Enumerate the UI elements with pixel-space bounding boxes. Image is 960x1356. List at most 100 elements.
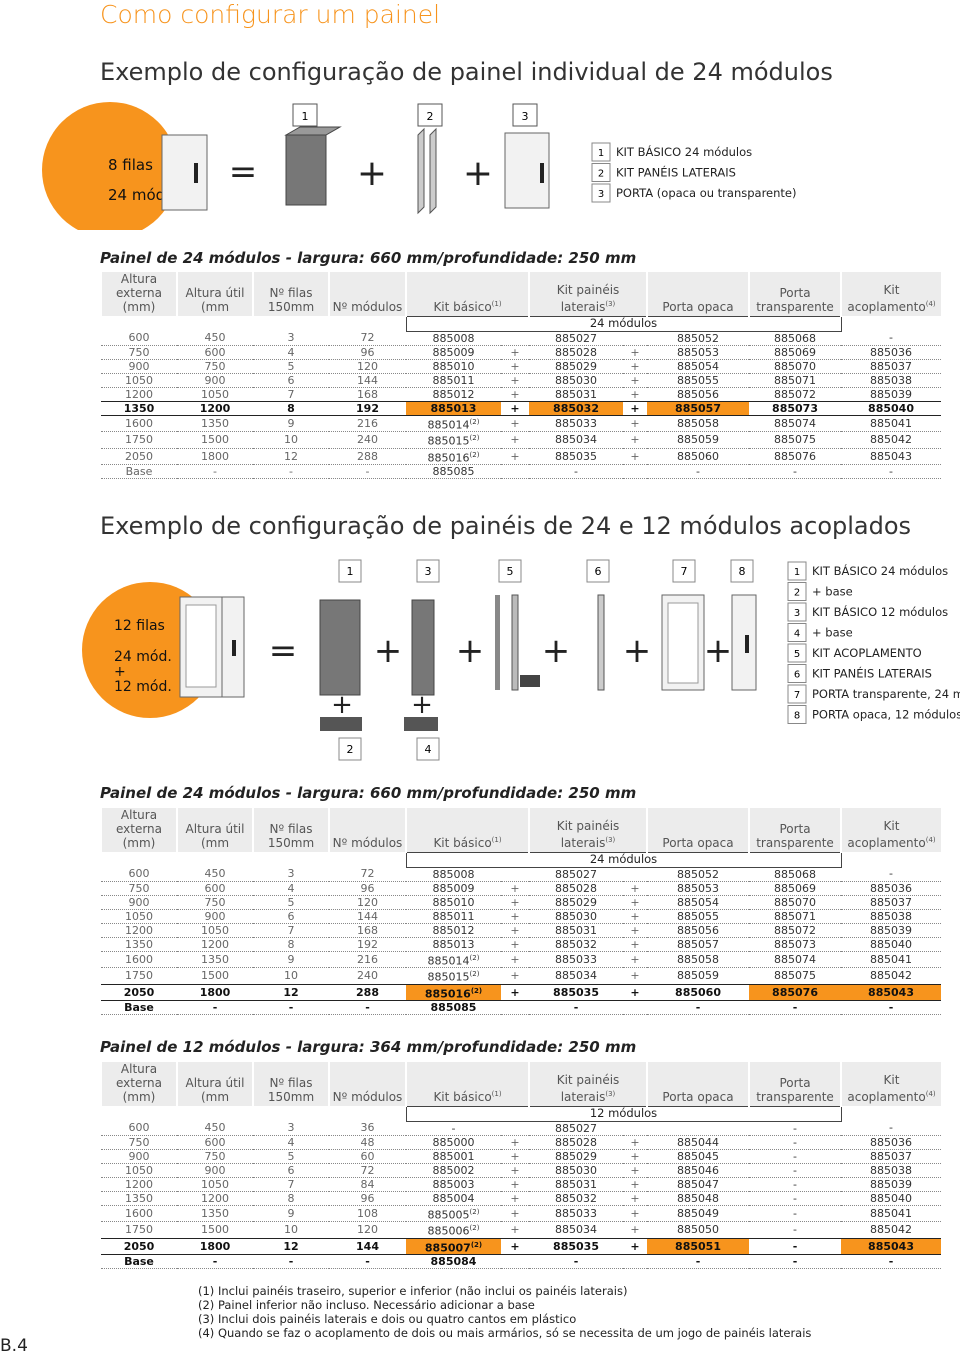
table-cell: 1200 bbox=[177, 937, 253, 952]
table-cell: 885030 bbox=[529, 1163, 624, 1178]
header-cell: Porta transparente bbox=[748, 808, 842, 852]
table-cell: 885039 bbox=[841, 387, 942, 402]
table-cell: - bbox=[329, 1000, 406, 1016]
table-cell: + bbox=[623, 1205, 648, 1223]
cell-text: + bbox=[510, 909, 520, 923]
cell-text: 885034 bbox=[555, 1223, 598, 1237]
cell-text: 885072 bbox=[774, 387, 817, 401]
cell-text: - bbox=[695, 1001, 701, 1015]
cell-text: 885007 bbox=[424, 1241, 471, 1255]
table-cell: + bbox=[623, 400, 648, 416]
cell-text: + bbox=[630, 416, 640, 430]
header-text: Porta opaca bbox=[662, 299, 734, 314]
cell-text: 1750 bbox=[125, 969, 153, 983]
table-cell: 885071 bbox=[749, 373, 842, 388]
cell-text: 885058 bbox=[677, 416, 720, 430]
cell-text: 3 bbox=[287, 331, 295, 345]
table-cell: 885035 bbox=[529, 983, 624, 1002]
cell-text: Base bbox=[125, 465, 153, 479]
legend-box bbox=[591, 142, 611, 162]
cell-text: 885069 bbox=[774, 881, 817, 895]
table-cell: 885006(2) bbox=[406, 1221, 501, 1239]
glass bbox=[185, 604, 217, 688]
superscript: (1) bbox=[491, 299, 502, 308]
cell-text: - bbox=[573, 1001, 579, 1015]
cell-text: 4 bbox=[287, 881, 295, 895]
cell-text: 885016 bbox=[424, 987, 471, 1001]
table-cell: 600 bbox=[101, 331, 177, 346]
table-cell: - bbox=[841, 1121, 942, 1136]
cell-text: 1050 bbox=[201, 387, 229, 401]
table-cell: 288 bbox=[329, 983, 406, 1002]
door bbox=[731, 594, 757, 691]
table-cell bbox=[501, 1121, 530, 1136]
header-text: Altura útil (mm bbox=[185, 286, 245, 314]
legend-text: KIT BÁSICO 24 módulos bbox=[616, 144, 752, 159]
table-cell: - bbox=[841, 464, 942, 480]
table-cell: - bbox=[749, 1163, 842, 1178]
table-cell: + bbox=[623, 951, 648, 969]
cell-text: + bbox=[510, 345, 520, 359]
table-cell: 5 bbox=[253, 359, 329, 374]
cell-text: 885070 bbox=[774, 359, 817, 373]
table-cell bbox=[623, 867, 648, 882]
table-title: Painel de 12 módulos - largura: 364 mm/p… bbox=[100, 1038, 637, 1056]
legend-text: KIT BÁSICO 12 módulos bbox=[812, 604, 948, 619]
table-cell: 885012 bbox=[406, 387, 501, 402]
plus: + bbox=[463, 153, 493, 194]
table-cell: 4 bbox=[253, 1135, 329, 1150]
cell-text: - bbox=[695, 1255, 701, 1269]
handle bbox=[232, 640, 236, 656]
cell-text: 885042 bbox=[870, 433, 913, 447]
side-panel bbox=[417, 127, 425, 215]
cell-text: 885034 bbox=[555, 433, 598, 447]
table-row: 1050 900 6 72 885002 +885030 +885046 - 885038 bbox=[101, 1163, 942, 1178]
cell-text: + bbox=[630, 1163, 640, 1177]
cell-text: + bbox=[630, 923, 640, 937]
table-cell: 885039 bbox=[841, 1177, 942, 1192]
table-row: 2050 1800 12 288 885016(2) +885035 +885060 8850… bbox=[101, 448, 942, 466]
glass bbox=[667, 602, 699, 684]
cell-text: 885032 bbox=[555, 937, 598, 951]
header-cell: Porta opaca bbox=[646, 1062, 750, 1106]
table-cell: 885032 bbox=[529, 1191, 624, 1206]
cell-text: - bbox=[793, 1223, 797, 1237]
step-number: 2 bbox=[347, 743, 354, 756]
table-cell: 885050 bbox=[647, 1221, 750, 1239]
cell-text: 1200 bbox=[199, 401, 231, 415]
cell-text: 5 bbox=[287, 895, 295, 909]
table-row: 1350 1200 8 192 885013 +885032 +885057 885073 88… bbox=[101, 937, 942, 952]
cell-text: 1500 bbox=[201, 969, 229, 983]
table-cell: 12 bbox=[253, 448, 329, 466]
legend-number: 2 bbox=[794, 588, 800, 599]
table-cell: 885052 bbox=[647, 867, 750, 882]
table-cell: + bbox=[501, 1177, 530, 1192]
table-cell: 288 bbox=[329, 448, 406, 466]
cell-text: 750 bbox=[204, 895, 226, 909]
table-cell: 450 bbox=[177, 1121, 253, 1136]
step-number: 3 bbox=[425, 565, 432, 578]
table-cell: 144 bbox=[329, 909, 406, 924]
header-cell: Nº filas 150mm bbox=[252, 272, 329, 316]
plus: + bbox=[456, 631, 485, 671]
cell-text: 600 bbox=[128, 867, 150, 881]
table-cell: + bbox=[623, 1149, 648, 1164]
table-cell: 885037 bbox=[841, 1149, 942, 1164]
header-cell: Porta transparente bbox=[748, 1062, 842, 1106]
table-cell: 885054 bbox=[647, 895, 750, 910]
basic-kit bbox=[319, 599, 361, 696]
table-cell: 885029 bbox=[529, 359, 624, 374]
table-row: 900 750 5 60 885001 +885029 +885045 - 885037 bbox=[101, 1149, 942, 1164]
legend-text: KIT PANÉIS LATERAIS bbox=[812, 666, 932, 681]
subheader-cell: 24 módulos bbox=[405, 315, 842, 332]
table-cell: - bbox=[329, 1254, 406, 1270]
table-cell: Base bbox=[101, 464, 177, 480]
table-cell: - bbox=[749, 1121, 842, 1136]
cell-text: 885070 bbox=[774, 895, 817, 909]
cell-text: 885031 bbox=[555, 387, 598, 401]
cell-text: 600 bbox=[204, 881, 226, 895]
cell-text: 885031 bbox=[555, 923, 598, 937]
cell-text: 885037 bbox=[870, 359, 913, 373]
cell-text: 885038 bbox=[870, 1163, 913, 1177]
cell-text: - bbox=[889, 867, 893, 881]
